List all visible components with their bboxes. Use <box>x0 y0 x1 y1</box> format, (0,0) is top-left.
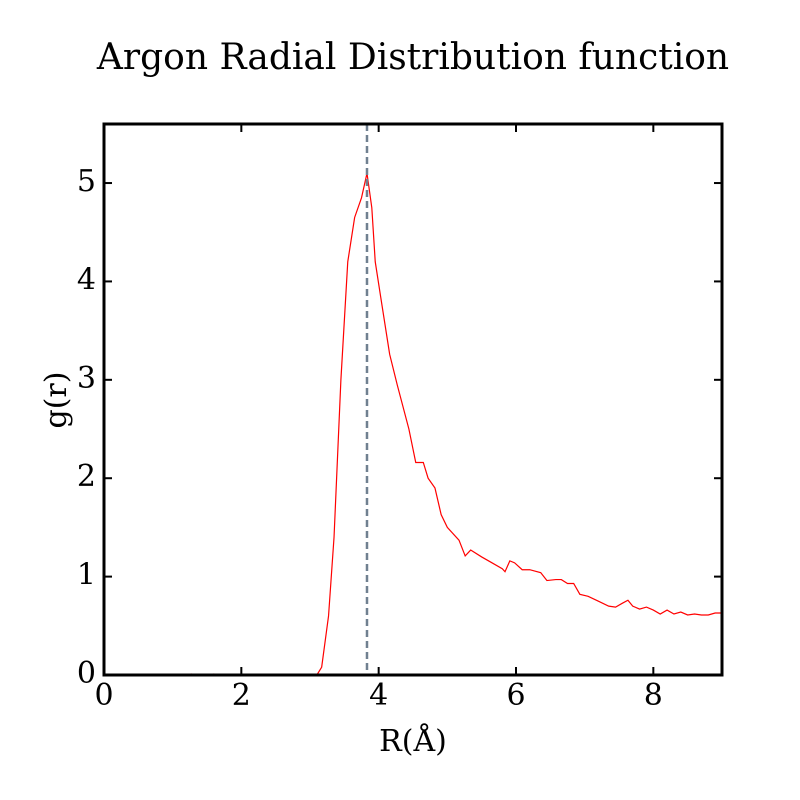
y-tick-label: 2 <box>77 459 96 494</box>
x-axis-label: R(Å) <box>379 723 447 759</box>
x-tick-label: 8 <box>644 678 663 713</box>
y-axis-label: g(r) <box>39 372 74 429</box>
chart-title: Argon Radial Distribution function <box>96 37 729 78</box>
y-tick-label: 3 <box>77 361 96 396</box>
y-tick-label: 0 <box>77 656 96 691</box>
y-tick-label: 4 <box>77 262 96 297</box>
x-tick-label: 6 <box>506 678 525 713</box>
plot-frame <box>102 122 724 677</box>
data-line <box>104 173 722 676</box>
x-tick-label: 4 <box>369 678 388 713</box>
y-tick-label: 1 <box>77 558 96 593</box>
y-tick-label: 5 <box>77 164 96 199</box>
x-tick-label: 2 <box>232 678 251 713</box>
x-tick-label: 0 <box>94 678 113 713</box>
